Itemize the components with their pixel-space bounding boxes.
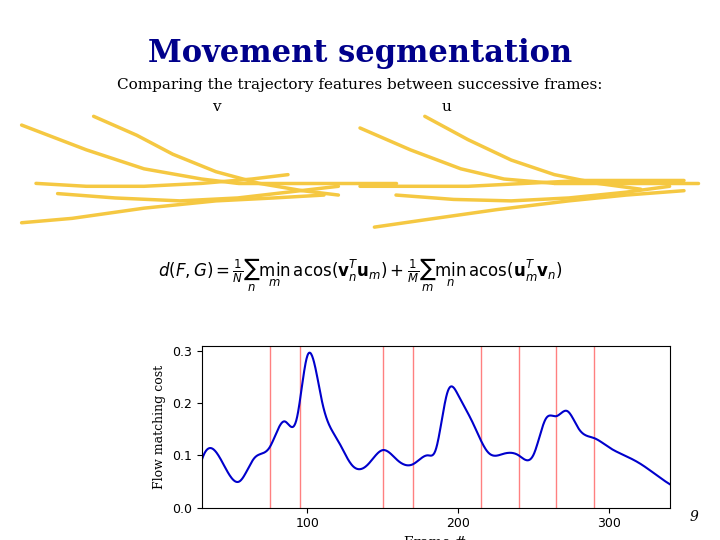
Text: Movement segmentation: Movement segmentation	[148, 38, 572, 69]
Y-axis label: Flow matching cost: Flow matching cost	[153, 364, 166, 489]
Text: Comparing the trajectory features between successive frames:: Comparing the trajectory features betwee…	[117, 78, 603, 92]
Text: v: v	[212, 100, 220, 114]
Text: $d(F,G) = \frac{1}{N}\sum_{n} \underset{m}{\min}\,\mathrm{acos}(\mathbf{v}_n^T \: $d(F,G) = \frac{1}{N}\sum_{n} \underset{…	[158, 256, 562, 294]
Text: u: u	[441, 100, 451, 114]
X-axis label: Frame #: Frame #	[405, 536, 467, 540]
Text: 9: 9	[690, 510, 698, 524]
